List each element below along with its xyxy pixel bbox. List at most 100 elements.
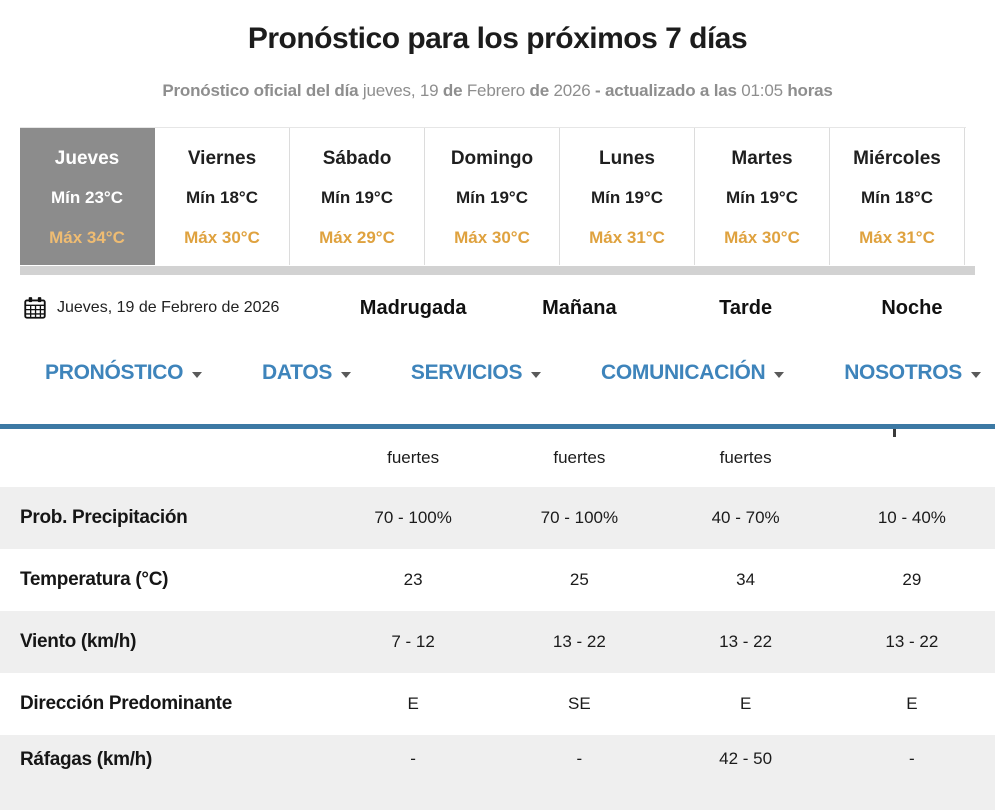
value-cell: 13 - 22 bbox=[552, 632, 606, 651]
page-subtitle: Pronóstico oficial del día jueves, 19 de… bbox=[0, 81, 995, 101]
nav-item-comunicacion[interactable]: COMUNICACIÓN bbox=[600, 361, 785, 385]
subtitle-segment: jueves, 19 bbox=[362, 81, 443, 100]
value-cell: 34 bbox=[736, 570, 756, 589]
subtitle-segment: Pronóstico oficial del día bbox=[162, 81, 363, 100]
selected-date: Jueves, 19 de Febrero de 2026 bbox=[0, 295, 330, 321]
nav-item-label: NOSOTROS bbox=[844, 361, 962, 384]
value-cell: 13 - 22 bbox=[885, 632, 939, 651]
row-label: Dirección Predominante bbox=[20, 693, 232, 714]
row-label: Temperatura (°C) bbox=[20, 569, 169, 590]
value-cell: - bbox=[410, 749, 416, 768]
chevron-down-icon bbox=[774, 371, 785, 378]
day-card-miercoles[interactable]: Miércoles Mín 18°C Máx 31°C bbox=[830, 128, 965, 265]
day-max-temp: Máx 34°C bbox=[49, 228, 125, 247]
day-name: Jueves bbox=[54, 148, 120, 169]
subtitle-segment: de bbox=[529, 81, 554, 100]
value-cell: 13 - 22 bbox=[719, 632, 773, 651]
table-top-divider bbox=[0, 424, 995, 437]
table-row-viento: Viento (km/h) 7 - 12 13 - 22 13 - 22 13 … bbox=[0, 611, 995, 673]
chevron-down-icon bbox=[341, 371, 352, 378]
day-card-domingo[interactable]: Domingo Mín 19°C Máx 30°C bbox=[425, 128, 560, 265]
page-header: Pronóstico para los próximos 7 días Pron… bbox=[0, 0, 995, 101]
period-header-manana: Mañana bbox=[542, 296, 617, 319]
nav-item-label: SERVICIOS bbox=[410, 361, 523, 384]
row-label: Viento (km/h) bbox=[20, 631, 137, 652]
date-period-row: Jueves, 19 de Febrero de 2026 Madrugada … bbox=[0, 287, 995, 329]
table-row-rafagas: Ráfagas (km/h) - - 42 - 50 - bbox=[0, 735, 995, 810]
subtitle-segment: 01:05 bbox=[741, 81, 788, 100]
day-name: Lunes bbox=[599, 148, 655, 169]
chevron-down-icon bbox=[970, 371, 981, 378]
day-card-sabado[interactable]: Sábado Mín 19°C Máx 29°C bbox=[290, 128, 425, 265]
table-row-direccion: Dirección Predominante E SE E E bbox=[0, 673, 995, 735]
day-max-temp: Máx 30°C bbox=[724, 228, 800, 247]
day-min-temp: Mín 18°C bbox=[186, 188, 258, 207]
period-header-madrugada: Madrugada bbox=[359, 296, 467, 319]
day-min-temp: Mín 19°C bbox=[726, 188, 798, 207]
condition-cell: fuertes bbox=[387, 448, 440, 467]
nav-item-label: COMUNICACIÓN bbox=[600, 361, 766, 384]
period-header-noche: Noche bbox=[881, 296, 943, 319]
selected-date-label: Jueves, 19 de Febrero de 2026 bbox=[57, 299, 280, 316]
value-cell: - bbox=[909, 749, 915, 768]
nav-item-nosotros[interactable]: NOSOTROS bbox=[844, 361, 981, 385]
condition-cell: fuertes bbox=[719, 448, 772, 467]
value-cell: 70 - 100% bbox=[540, 508, 619, 527]
day-min-temp: Mín 23°C bbox=[51, 188, 123, 207]
value-cell: 29 bbox=[902, 570, 922, 589]
row-label: Ráfagas (km/h) bbox=[20, 749, 153, 770]
nav-item-label: DATOS bbox=[262, 361, 333, 384]
value-cell: 23 bbox=[403, 570, 423, 589]
nav-item-label: PRONÓSTICO bbox=[45, 361, 184, 384]
period-header-tarde: Tarde bbox=[719, 296, 773, 319]
subtitle-segment: de bbox=[442, 81, 467, 100]
day-max-temp: Máx 31°C bbox=[589, 228, 665, 247]
day-card-jueves[interactable]: Jueves Mín 23°C Máx 34°C bbox=[20, 128, 155, 265]
value-cell: E bbox=[906, 694, 918, 713]
condition-cell: fuertes bbox=[553, 448, 606, 467]
day-name: Domingo bbox=[450, 148, 534, 169]
day-max-temp: Máx 31°C bbox=[859, 228, 935, 247]
condition-partial-row: fuertes fuertes fuertes bbox=[0, 429, 995, 487]
nav-item-pronostico[interactable]: PRONÓSTICO bbox=[45, 361, 203, 385]
day-card-lunes[interactable]: Lunes Mín 19°C Máx 31°C bbox=[560, 128, 695, 265]
value-cell: 10 - 40% bbox=[877, 508, 946, 527]
value-cell: 25 bbox=[569, 570, 589, 589]
subtitle-segment: 2026 bbox=[553, 81, 596, 100]
calendar-icon bbox=[24, 297, 46, 319]
day-name: Sábado bbox=[322, 148, 392, 169]
day-card-viernes[interactable]: Viernes Mín 18°C Máx 30°C bbox=[155, 128, 290, 265]
value-cell: - bbox=[576, 749, 583, 768]
page-title: Pronóstico para los próximos 7 días bbox=[247, 22, 748, 55]
nav-item-datos[interactable]: DATOS bbox=[262, 361, 352, 385]
main-nav: PRONÓSTICO DATOS SERVICIOS COMUNICACIÓN … bbox=[45, 357, 981, 389]
nav-item-servicios[interactable]: SERVICIOS bbox=[410, 361, 542, 385]
day-strip: Jueves Mín 23°C Máx 34°C Viernes Mín 18°… bbox=[20, 127, 966, 265]
chevron-down-icon bbox=[192, 371, 203, 378]
day-min-temp: Mín 19°C bbox=[321, 188, 393, 207]
value-cell: E bbox=[407, 694, 419, 713]
day-name: Viernes bbox=[187, 148, 257, 169]
table-row-precipitacion: Prob. Precipitación 70 - 100% 70 - 100% … bbox=[0, 487, 995, 549]
value-cell: 7 - 12 bbox=[391, 632, 435, 651]
row-label: Prob. Precipitación bbox=[20, 507, 188, 528]
table-row-temperatura: Temperatura (°C) 23 25 34 29 bbox=[0, 549, 995, 611]
value-cell: SE bbox=[568, 694, 591, 713]
value-cell: E bbox=[739, 694, 752, 713]
day-min-temp: Mín 18°C bbox=[861, 188, 933, 207]
cutoff-artifact bbox=[893, 429, 896, 437]
day-max-temp: Máx 30°C bbox=[184, 228, 260, 247]
value-cell: 42 - 50 bbox=[719, 749, 773, 768]
day-name: Martes bbox=[731, 148, 793, 169]
chevron-down-icon bbox=[531, 371, 542, 378]
subtitle-segment: Febrero bbox=[466, 81, 530, 100]
subtitle-segment: - actualizado a las bbox=[595, 81, 742, 100]
day-strip-scrollbar[interactable] bbox=[20, 266, 975, 275]
value-cell: 70 - 100% bbox=[374, 508, 452, 527]
day-min-temp: Mín 19°C bbox=[591, 188, 663, 207]
day-max-temp: Máx 30°C bbox=[454, 228, 530, 247]
value-cell: 40 - 70% bbox=[711, 508, 780, 527]
day-max-temp: Máx 29°C bbox=[319, 228, 395, 247]
day-card-martes[interactable]: Martes Mín 19°C Máx 30°C bbox=[695, 128, 830, 265]
day-name: Miércoles bbox=[853, 148, 941, 169]
